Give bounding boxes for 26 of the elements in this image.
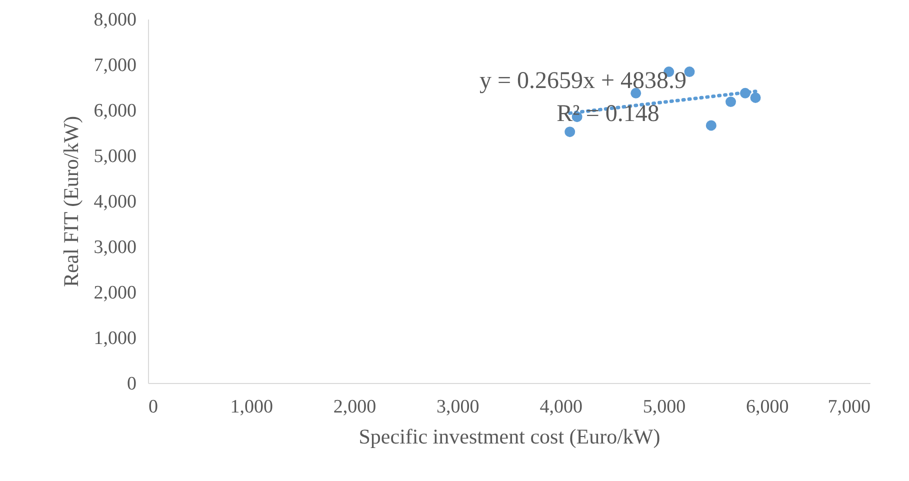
y-tick-label: 4,000 (94, 192, 136, 212)
x-tick-label: 7,000 (828, 396, 870, 418)
y-tick-label: 3,000 (94, 237, 136, 258)
x-tick-label: 3,000 (436, 396, 480, 418)
y-tick-label: 6,000 (94, 100, 136, 122)
x-tick-label: 1,000 (230, 396, 274, 418)
y-axis-title: Real FIT (Euro/kW) (58, 116, 83, 288)
point (726, 96, 736, 108)
x-tick-label: 4,000 (540, 396, 582, 418)
point (630, 88, 642, 98)
point (684, 66, 695, 78)
y-tick-label: 1,000 (94, 328, 136, 349)
x-axis-title: Specific investment cost (Euro/kW) (358, 424, 660, 448)
x-tick-label: 2,000 (333, 396, 376, 418)
y-tick-label: 7,000 (94, 55, 136, 76)
point (750, 92, 761, 103)
y-tick-label: 2,000 (94, 282, 136, 304)
y-tick-label: 8,000 (94, 10, 136, 30)
y-tick-label: 5,000 (94, 146, 136, 167)
annotation: y = 0.2659x + 4838.9 (479, 68, 687, 94)
point (706, 120, 716, 131)
point (564, 126, 576, 138)
x-tick-label: 5,000 (642, 396, 686, 418)
y-tick-label: 0 (127, 374, 136, 394)
x-tick-label: 6,000 (746, 396, 789, 418)
x-tick-label: 0 (148, 396, 158, 418)
